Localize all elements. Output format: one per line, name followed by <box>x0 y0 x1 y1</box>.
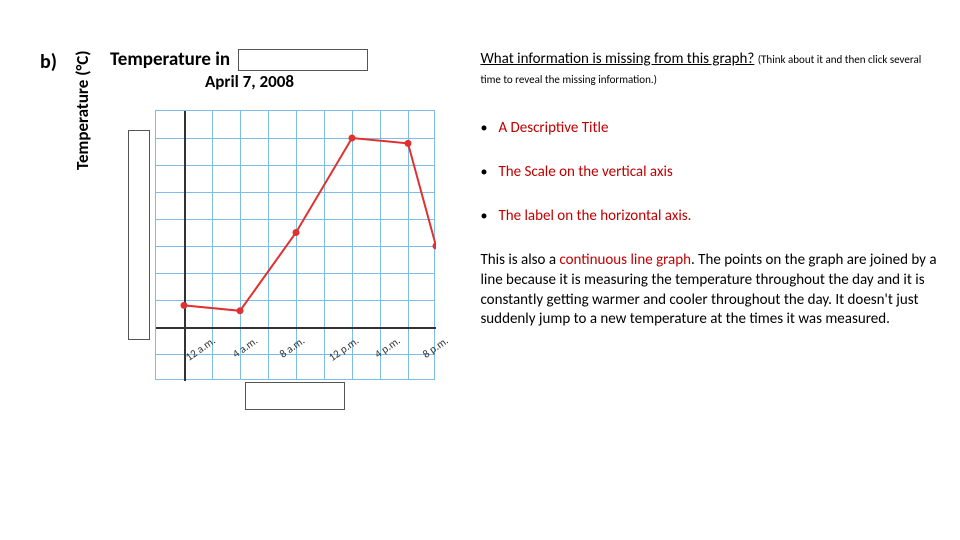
yscale-missing-blank[interactable] <box>128 130 150 340</box>
xlabel-missing-blank[interactable] <box>245 382 345 410</box>
gridline-h <box>156 219 434 220</box>
y-axis-label: Temperature (°C) <box>72 50 93 170</box>
x-axis-line <box>156 327 436 329</box>
bullet-title: A Descriptive Title <box>498 119 940 137</box>
bullet-yscale: The Scale on the vertical axis <box>498 163 940 181</box>
chart-title-partial: Temperature in <box>110 48 368 71</box>
y-axis-line <box>184 111 186 381</box>
gridline-h <box>156 246 434 247</box>
gridline-v <box>240 111 241 379</box>
chart-title-prefix: Temperature in <box>110 48 230 71</box>
gridline-h <box>156 165 434 166</box>
para-pre: This is also a <box>480 251 559 269</box>
explanation-paragraph: This is also a continuous line graph. Th… <box>480 251 940 330</box>
gridline-h <box>156 192 434 193</box>
chart-area: Temperature (°C) 12 a.m.4 a.m.8 a.m.12 p… <box>80 110 450 420</box>
gridline-v <box>268 111 269 379</box>
answer-bullets: A Descriptive Title The Scale on the ver… <box>480 119 940 225</box>
gridline-h <box>156 138 434 139</box>
gridline-v <box>408 111 409 379</box>
gridline-h <box>156 273 434 274</box>
title-missing-blank[interactable] <box>238 49 368 71</box>
gridline-h <box>156 300 434 301</box>
bullet-xlabel: The label on the horizontal axis. <box>498 207 940 225</box>
gridline-v <box>324 111 325 379</box>
chart-title-date: April 7, 2008 <box>205 71 294 92</box>
gridline-v <box>380 111 381 379</box>
subpart-label: b) <box>40 50 57 74</box>
data-line <box>184 138 436 311</box>
question-underlined: What information is missing from this gr… <box>480 50 754 68</box>
para-red-term: continuous line graph <box>559 251 691 269</box>
question-text: What information is missing from this gr… <box>480 50 940 89</box>
